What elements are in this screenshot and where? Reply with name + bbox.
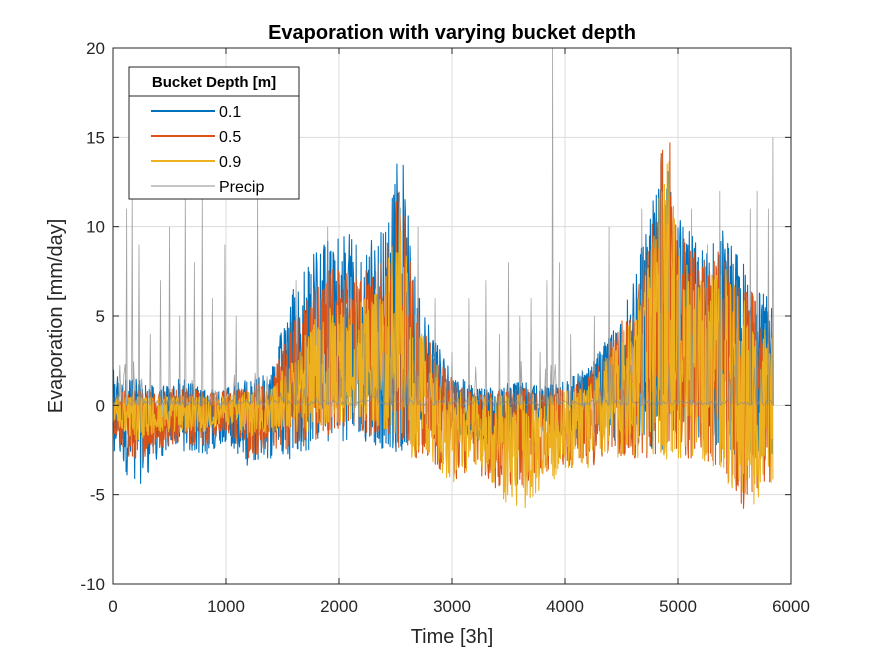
y-axis-label: Evaporation [mm/day] bbox=[45, 219, 67, 414]
legend-label-0.9: 0.9 bbox=[219, 154, 241, 171]
x-tick-label: 4000 bbox=[546, 597, 584, 616]
x-tick-label: 3000 bbox=[433, 597, 471, 616]
x-tick-label: 5000 bbox=[659, 597, 697, 616]
tick-labels: 0 1000 2000 3000 4000 5000 6000 -10 -5 0 5 10 15 20 bbox=[80, 39, 809, 616]
y-tick-label: 0 bbox=[96, 396, 105, 415]
x-tick-label: 2000 bbox=[320, 597, 358, 616]
y-tick-label: -5 bbox=[90, 486, 105, 505]
y-tick-label: 20 bbox=[86, 39, 105, 58]
x-axis-label: Time [3h] bbox=[411, 626, 494, 648]
x-tick-label: 6000 bbox=[772, 597, 810, 616]
legend-label-0.5: 0.5 bbox=[219, 129, 241, 146]
y-tick-label: 15 bbox=[86, 128, 105, 147]
legend-label-0.1: 0.1 bbox=[219, 104, 241, 121]
series-line-precip bbox=[112, 47, 774, 407]
y-tick-label: 10 bbox=[86, 218, 105, 237]
legend-box bbox=[128, 66, 300, 200]
legend: Bucket Depth [m] 0.1 0.5 0.9 Precip bbox=[128, 66, 300, 200]
ticks bbox=[112, 47, 792, 585]
y-tick-label: 5 bbox=[96, 307, 105, 326]
y-tick-label: -10 bbox=[80, 575, 105, 594]
chart-title: Evaporation with varying bucket depth bbox=[268, 22, 636, 44]
x-tick-label: 1000 bbox=[207, 597, 245, 616]
legend-title: Bucket Depth [m] bbox=[152, 74, 276, 91]
legend-label-precip: Precip bbox=[219, 179, 264, 196]
series-line-0.9 bbox=[112, 161, 774, 509]
x-tick-label: 0 bbox=[108, 597, 117, 616]
series-layer bbox=[112, 47, 774, 509]
